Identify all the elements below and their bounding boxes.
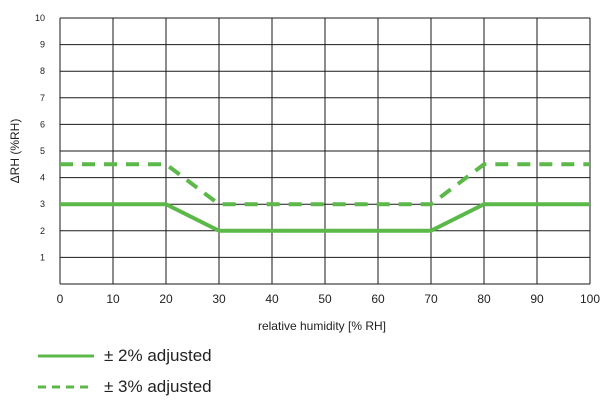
y-tick-label-1: 2 [40, 226, 45, 236]
y-tick-label-3: 4 [40, 173, 45, 183]
y-tick-labels: 1 2 3 4 5 6 7 8 9 10 [35, 13, 45, 262]
series-line-dashed [60, 162, 590, 207]
y-tick-label-5: 6 [40, 119, 45, 129]
legend-label-solid: ± 2% adjusted [104, 346, 212, 365]
y-axis-label: ΔRH (%RH) [8, 119, 22, 184]
x-tick-label-8: 80 [477, 292, 491, 306]
x-tick-label-4: 40 [265, 292, 279, 306]
x-tick-label-10: 100 [580, 292, 600, 306]
chart: 1 2 3 4 5 6 7 8 9 10 0 10 20 30 40 50 60 70 80 90 100 ΔRH (… [8, 13, 601, 333]
legend-item-dashed: ± 3% adjusted [38, 377, 212, 397]
x-tick-label-1: 10 [106, 292, 120, 306]
y-tick-label-9: 10 [35, 13, 45, 23]
x-tick-label-6: 60 [371, 292, 385, 306]
y-tick-label-6: 7 [40, 93, 45, 103]
legend-item-solid: ± 2% adjusted [38, 346, 212, 366]
x-tick-label-2: 20 [159, 292, 173, 306]
legend-swatch-dashed [38, 385, 94, 389]
x-axis-label: relative humidity [% RH] [258, 319, 386, 333]
series-line-solid [60, 202, 590, 233]
y-tick-label-7: 8 [40, 66, 45, 76]
x-tick-label-5: 50 [318, 292, 332, 306]
legend-label-dashed: ± 3% adjusted [104, 377, 212, 396]
y-tick-label-4: 5 [40, 146, 45, 156]
series-lines [60, 162, 590, 233]
x-tick-label-0: 0 [57, 292, 64, 306]
x-tick-label-9: 90 [530, 292, 544, 306]
y-tick-label-8: 9 [40, 40, 45, 50]
x-tick-labels: 0 10 20 30 40 50 60 70 80 90 100 [57, 292, 601, 306]
grid [59, 17, 591, 285]
y-tick-label-0: 1 [40, 252, 45, 262]
legend-swatch-solid [38, 354, 94, 358]
y-tick-label-2: 3 [40, 199, 45, 209]
x-tick-label-3: 30 [212, 292, 226, 306]
x-tick-label-7: 70 [424, 292, 438, 306]
